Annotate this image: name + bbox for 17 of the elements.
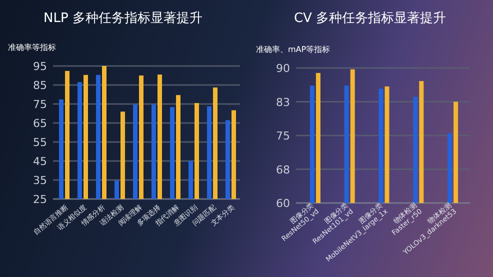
y-tick-label: 25 xyxy=(33,193,47,206)
chart-title: CV 多种任务指标显著提升 xyxy=(294,11,446,26)
y-tick-label: 68 xyxy=(276,163,290,176)
y-tick-label: 90 xyxy=(276,62,290,75)
y-tick-label: 65 xyxy=(33,117,47,130)
y-axis-title: 准确率、mAP等指标 xyxy=(256,45,330,54)
chart-title: NLP 多种任务指标显著提升 xyxy=(44,11,202,26)
y-axis-title: 准确率等指标 xyxy=(8,43,56,52)
y-tick-label: 95 xyxy=(33,60,47,73)
y-tick-label: 45 xyxy=(33,155,47,168)
y-tick-label: 75 xyxy=(276,130,290,142)
y-tick-label: 60 xyxy=(276,197,290,210)
y-tick-label: 85 xyxy=(33,79,47,92)
y-tick-label: 35 xyxy=(33,174,47,187)
y-tick-label: 75 xyxy=(33,98,47,111)
y-tick-label: 83 xyxy=(276,96,290,109)
y-tick-label: 55 xyxy=(33,136,47,149)
